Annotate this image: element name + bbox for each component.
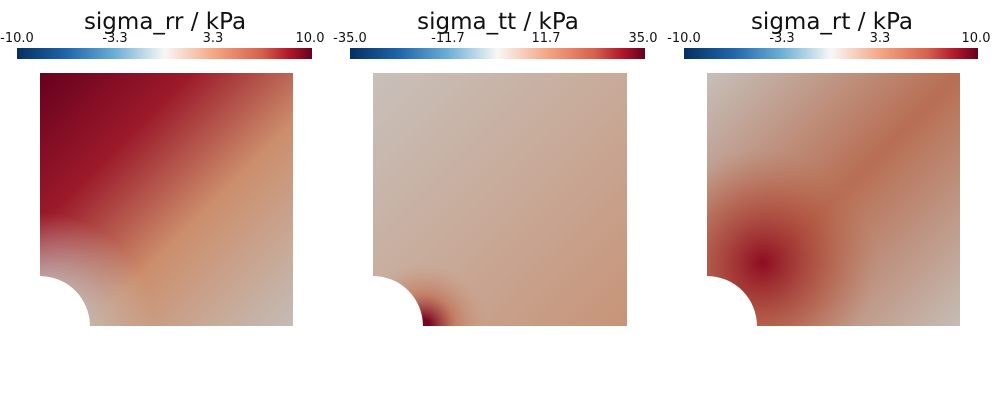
colorbar (17, 48, 312, 59)
tick-label: 10.0 (962, 31, 991, 46)
field-plot-overlay (373, 73, 627, 326)
colorbar-title: sigma_tt / kPa (417, 9, 579, 35)
colorbar (684, 48, 978, 59)
panel-sigma-rr: sigma_rr / kPa -10.0 -3.3 3.3 10.0 (0, 9, 324, 326)
colorbar (350, 48, 645, 59)
tick-label: -10.0 (667, 31, 701, 46)
tick-label: 10.0 (296, 31, 325, 46)
field-plot-overlay (707, 73, 960, 326)
tick-label: 35.0 (629, 31, 658, 46)
tick-label: -3.3 (769, 31, 794, 46)
tick-label: -3.3 (102, 31, 127, 46)
tick-label: 11.7 (532, 31, 561, 46)
panel-sigma-rt: sigma_rt / kPa -10.0 -3.3 3.3 10.0 (667, 9, 990, 326)
field-plot-overlay (40, 73, 293, 326)
colorbar-title: sigma_rr / kPa (84, 9, 246, 35)
tick-label: -11.7 (431, 31, 465, 46)
tick-label: -10.0 (0, 31, 34, 46)
panel-sigma-tt: sigma_tt / kPa -35.0 -11.7 11.7 35.0 (333, 9, 657, 326)
colorbar-title: sigma_rt / kPa (751, 9, 913, 35)
tick-label: 3.3 (203, 31, 224, 46)
tick-label: 3.3 (870, 31, 891, 46)
tick-label: -35.0 (333, 31, 367, 46)
